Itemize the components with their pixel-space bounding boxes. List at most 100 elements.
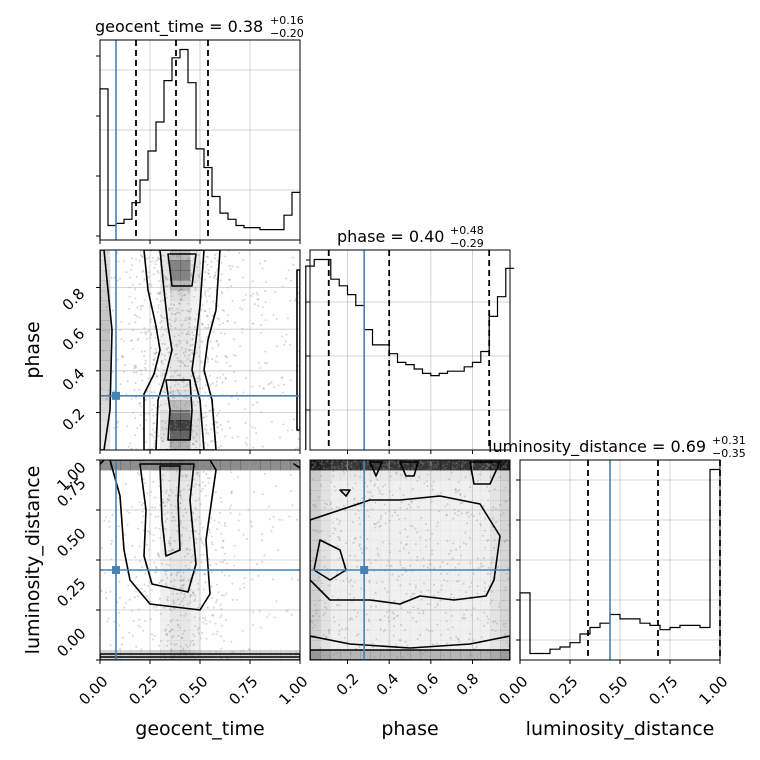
scatter-phase-ld-point xyxy=(452,462,455,465)
scatter-geocent-phase-point xyxy=(171,437,174,440)
density-phase-ld-cell xyxy=(330,590,341,601)
scatter-phase-ld-point xyxy=(486,615,489,618)
scatter-geocent-ld-point xyxy=(123,533,126,536)
density-phase-ld-cell xyxy=(440,520,451,531)
scatter-geocent-ld-point xyxy=(168,630,171,633)
scatter-geocent-phase-point xyxy=(160,335,163,338)
density-geocent-ld-cell xyxy=(170,540,181,551)
scatter-phase-ld-point xyxy=(450,614,453,617)
scatter-phase-ld-point xyxy=(478,512,481,515)
scatter-geocent-ld-point xyxy=(118,580,121,583)
tick-label-phase-y: 0.2 xyxy=(59,405,89,435)
grid-geocent-ld xyxy=(99,459,301,661)
scatter-phase-ld-point xyxy=(385,462,388,465)
scatter-phase-ld-point xyxy=(378,525,381,528)
scatter-geocent-ld-point xyxy=(236,476,239,479)
scatter-geocent-phase-point xyxy=(192,430,194,433)
density-geocent-ld-cell xyxy=(180,530,191,541)
scatter-phase-ld-point xyxy=(464,461,467,464)
scatter-geocent-phase-point xyxy=(178,302,180,305)
scatter-phase-ld-point xyxy=(472,463,475,466)
density-geocent-ld-cell xyxy=(140,650,151,660)
scatter-phase-ld-point xyxy=(329,503,332,506)
scatter-geocent-ld-point xyxy=(140,504,143,507)
density-geocent-phase-cell xyxy=(160,400,171,411)
density-phase-ld-cell xyxy=(400,550,411,561)
scatter-geocent-ld-point xyxy=(239,463,242,466)
scatter-geocent-ld-point xyxy=(182,583,185,586)
scatter-phase-ld-point xyxy=(459,494,462,497)
scatter-phase-ld-point xyxy=(486,572,489,575)
scatter-geocent-phase-point xyxy=(209,276,212,279)
scatter-geocent-ld-point xyxy=(166,640,169,643)
scatter-phase-ld-point xyxy=(488,463,491,466)
density-geocent-ld-cell xyxy=(130,650,141,660)
density-geocent-ld-cell xyxy=(150,460,161,471)
scatter-geocent-ld-point xyxy=(179,626,181,629)
scatter-geocent-phase-point xyxy=(152,428,155,431)
scatter-geocent-phase-point xyxy=(207,432,210,435)
scatter-geocent-ld-point xyxy=(283,460,286,463)
density-geocent-ld-cell xyxy=(190,510,201,521)
density-geocent-phase-cell xyxy=(100,330,111,341)
scatter-geocent-phase-point xyxy=(165,276,168,279)
density-phase-ld-cell xyxy=(430,490,441,501)
scatter-phase-ld-point xyxy=(488,464,491,467)
scatter-geocent-ld-point xyxy=(128,463,131,466)
scatter-phase-ld-point xyxy=(444,505,447,508)
density-phase-ld-cell xyxy=(500,590,510,601)
scatter-phase-ld-point xyxy=(407,551,410,554)
scatter-phase-ld xyxy=(310,460,510,660)
scatter-geocent-ld-point xyxy=(142,629,145,632)
density-phase-ld-cell xyxy=(390,590,401,601)
density-phase-ld-cell xyxy=(390,560,401,571)
scatter-phase-ld-point xyxy=(332,532,335,535)
scatter-phase-ld-point xyxy=(355,460,358,463)
scatter-phase-ld-point xyxy=(454,566,457,569)
scatter-geocent-phase-point xyxy=(170,444,173,447)
density-phase-ld-cell xyxy=(340,520,351,531)
density-phase-ld-cell xyxy=(410,620,421,631)
density-phase-ld-cell xyxy=(460,550,471,561)
scatter-geocent-phase-point xyxy=(175,424,177,427)
density-phase-ld-cell xyxy=(460,560,471,571)
scatter-geocent-phase-point xyxy=(163,254,166,257)
scatter-geocent-phase-point xyxy=(176,343,179,346)
scatter-phase-ld-point xyxy=(338,604,341,607)
scatter-geocent-phase-point xyxy=(140,331,143,334)
scatter-geocent-ld-point xyxy=(172,599,175,602)
scatter-geocent-phase-point xyxy=(186,309,189,312)
scatter-geocent-ld-point xyxy=(184,643,187,646)
scatter-geocent-ld-point xyxy=(237,529,240,532)
scatter-phase-ld-point xyxy=(332,470,335,473)
scatter-geocent-phase-point xyxy=(145,330,148,333)
scatter-phase-ld-point xyxy=(333,485,336,488)
scatter-geocent-ld-point xyxy=(181,474,184,477)
scatter-geocent-ld-point xyxy=(275,600,278,603)
density-phase-ld-cell xyxy=(480,530,491,541)
scatter-phase-ld-point xyxy=(405,543,407,546)
scatter-geocent-phase-point xyxy=(141,350,143,353)
scatter-geocent-phase-point xyxy=(224,435,227,438)
scatter-phase-ld-point xyxy=(358,476,361,478)
scatter-phase-ld-point xyxy=(479,473,482,476)
scatter-phase-ld-point xyxy=(345,464,348,467)
density-geocent-phase-cell xyxy=(160,270,171,281)
scatter-phase-ld-point xyxy=(379,468,382,471)
scatter-geocent-ld-point xyxy=(189,465,192,468)
scatter-geocent-ld-point xyxy=(164,467,167,469)
density-phase-ld-cell xyxy=(330,500,341,511)
density-phase-ld-cell xyxy=(460,490,471,501)
density-geocent-ld-cell xyxy=(190,540,201,551)
density-geocent-ld-cell xyxy=(170,530,181,541)
scatter-geocent-phase-point xyxy=(174,353,177,356)
scatter-geocent-phase-point xyxy=(276,345,278,348)
scatter-phase-ld-point xyxy=(491,517,494,520)
scatter-geocent-ld-point xyxy=(176,530,179,533)
title-phase-minus: −0.29 xyxy=(450,237,484,250)
scatter-geocent-phase-point xyxy=(164,292,167,295)
density-geocent-ld-cell xyxy=(190,580,201,591)
scatter-geocent-ld-point xyxy=(190,594,193,597)
scatter-phase-ld-point xyxy=(400,541,403,544)
scatter-geocent-ld-point xyxy=(185,527,187,530)
